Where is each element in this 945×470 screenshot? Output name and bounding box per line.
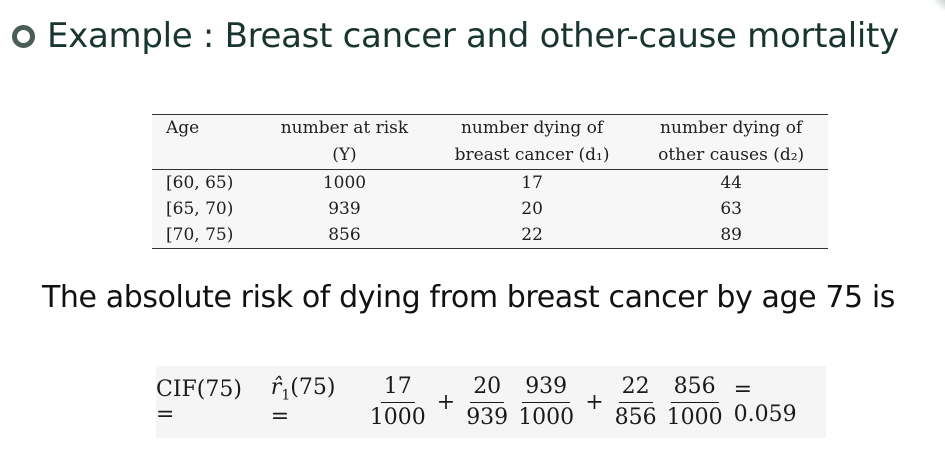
fraction-numerator: 22 bbox=[618, 374, 653, 403]
cell-other: 89 bbox=[634, 222, 828, 249]
mortality-table: Age number at risk number dying of numbe… bbox=[152, 114, 828, 249]
plus-sign: + bbox=[585, 389, 604, 415]
slide-heading: Example : Breast cancer and other-cause … bbox=[12, 12, 899, 60]
formula-lhs: CIF(75) = bbox=[156, 377, 242, 427]
header-at-risk: number at risk bbox=[259, 114, 430, 142]
mortality-table-container: Age number at risk number dying of numbe… bbox=[152, 114, 828, 249]
header-age-empty bbox=[152, 142, 260, 170]
fraction-denominator: 1000 bbox=[518, 404, 575, 430]
table-row: [70, 75) 856 22 89 bbox=[152, 222, 828, 249]
header-breast-cancer-symbol: breast cancer (d₁) bbox=[429, 142, 635, 170]
formula-rhat: r̂ bbox=[270, 375, 282, 401]
cell-age: [60, 65) bbox=[166, 173, 234, 193]
header-other-causes: number dying of bbox=[634, 114, 828, 142]
fraction-denominator: 1000 bbox=[369, 404, 426, 430]
fraction-numerator: 20 bbox=[470, 374, 505, 403]
fraction: 17 1000 bbox=[367, 374, 429, 431]
fraction-numerator: 939 bbox=[522, 374, 571, 403]
cell-age: [70, 75) bbox=[152, 222, 260, 249]
fraction-denominator: 856 bbox=[614, 404, 657, 430]
bullet-icon bbox=[12, 24, 35, 48]
cif-formula-box: CIF(75) = r̂1(75) = 17 1000 + 20 939 939… bbox=[156, 366, 826, 438]
formula-rhat-subscript: 1 bbox=[281, 387, 291, 404]
cell-age: [65, 70) bbox=[166, 199, 234, 219]
header-at-risk-symbol: (Y) bbox=[259, 142, 430, 170]
plus-sign: + bbox=[436, 389, 456, 415]
cell-breast: 17 bbox=[521, 173, 543, 193]
cell-at-risk: 856 bbox=[259, 222, 430, 249]
cell-breast: 20 bbox=[521, 199, 543, 219]
fraction: 939 1000 bbox=[515, 374, 577, 431]
cell-other: 44 bbox=[720, 173, 742, 193]
table-header-row: (Y) breast cancer (d₁) other causes (d₂) bbox=[152, 142, 828, 170]
table-row: [60, 65) 1000 17 44 bbox=[152, 170, 828, 197]
header-breast-cancer: number dying of bbox=[429, 114, 635, 142]
fraction: 22 856 bbox=[612, 374, 660, 431]
cif-formula: CIF(75) = r̂1(75) = 17 1000 + 20 939 939… bbox=[156, 374, 826, 431]
table-header-row: Age number at risk number dying of numbe… bbox=[152, 114, 828, 142]
corner-decoration bbox=[935, 0, 945, 10]
cell-at-risk: 1000 bbox=[322, 173, 367, 193]
absolute-risk-statement: The absolute risk of dying from breast c… bbox=[42, 280, 896, 315]
cell-at-risk: 939 bbox=[328, 199, 361, 219]
header-other-causes-symbol: other causes (d₂) bbox=[634, 142, 828, 170]
fraction-denominator: 939 bbox=[466, 404, 509, 430]
header-age: Age bbox=[152, 114, 260, 142]
table-row: [65, 70) 939 20 63 bbox=[152, 196, 828, 222]
slide-title: Example : Breast cancer and other-cause … bbox=[47, 16, 899, 56]
cell-other: 63 bbox=[720, 199, 742, 219]
fraction-denominator: 1000 bbox=[666, 404, 723, 430]
fraction-numerator: 856 bbox=[670, 374, 719, 403]
fraction: 20 939 bbox=[463, 374, 511, 431]
formula-rhat-arg: (75) = bbox=[270, 375, 336, 429]
formula-rhat-term: r̂1(75) = bbox=[265, 375, 365, 428]
fraction: 856 1000 bbox=[664, 374, 726, 431]
cell-breast: 22 bbox=[429, 222, 635, 249]
formula-result: = 0.059 bbox=[733, 377, 797, 427]
fraction-numerator: 17 bbox=[380, 374, 415, 403]
